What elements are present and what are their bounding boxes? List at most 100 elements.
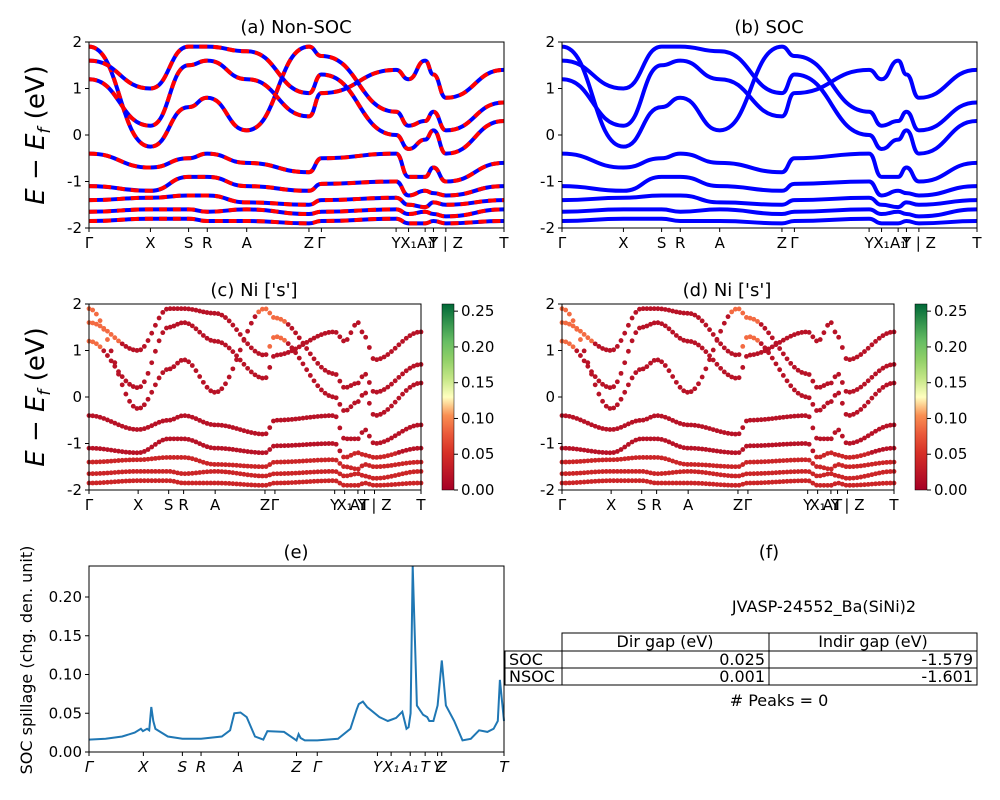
panel-c-dot [223,480,228,486]
panel-d-xtick-label-0: Γ [558,496,567,514]
panel-c-dot [226,446,232,452]
panel-d-dot [758,480,764,486]
panel-d-dot [600,469,605,474]
panel-d-dot [600,457,605,463]
panel-d-dot [589,479,594,484]
panel-d-dot [581,419,587,424]
panel-d-dot [828,436,834,442]
panel-c-dot [175,306,180,312]
panel-d-ytick-label-2: 0 [545,388,555,406]
panel-c-dot [226,318,232,324]
panel-c-dot [134,427,140,432]
panel-c-dot [116,369,121,375]
row-nsoc-label: NSOC [509,667,555,686]
panel-d-dot [688,389,694,395]
panel-c-dot [263,375,269,381]
panel-d-dot [747,459,753,465]
panel-d-dot [662,323,668,329]
panel-d-dot [566,480,572,486]
panel-c-dot [241,428,247,434]
panel-d-dot [633,469,639,474]
panel-c-dot [296,416,302,421]
panel-c-dot [282,351,287,357]
panel-d-xtick-label-8: X₁ [809,496,825,514]
panel-c-dot [167,478,173,484]
panel-d-dot [692,422,698,428]
panel-c-dot [363,371,369,377]
panel-d-dot [677,480,683,486]
panel-d-dot [732,352,738,358]
panel-d-dot [806,469,812,475]
panel-d-dot [592,457,598,463]
panel-c-dot [304,458,310,464]
panel-c-dot [337,425,343,431]
panel-c-dot [153,322,158,328]
panel-d-dot [762,325,768,331]
panel-c-dot [263,306,269,312]
panel-d-cb-label-0: 0.25 [934,302,967,320]
panel-d-dot [618,478,624,484]
panel-c-dot [289,470,295,476]
panel-c-dot [326,393,332,398]
panel-d-dot [614,449,620,454]
panel-c-dot [112,448,118,454]
panel-d-dot [755,337,760,343]
panel-c-dot [116,338,121,344]
panel-d-dot [884,363,890,369]
panel-e-xtick-label-7: Y [373,758,384,776]
panel-d-dot [817,482,823,488]
panel-c-dot [193,439,199,445]
panel-d-dot [563,413,569,419]
panel-c-dot [285,322,291,327]
panel-d-dot [692,386,698,392]
panel-c-dot [296,442,302,448]
panel-d-dot [736,352,742,357]
panel-d-dot [662,363,668,368]
panel-c-dot [105,447,110,452]
panel-c-dot [141,426,147,432]
panel-a-band-1-spin-1 [89,58,504,128]
panel-c-dot [348,472,354,478]
panel-c-dot [167,455,173,460]
panel-a-xtick-label-7: Y [391,234,402,252]
panel-c-ytick-label-2: 0 [72,388,82,406]
panel-d-dot [836,462,842,467]
panel-c-dot [271,459,276,465]
panel-c-dot [119,423,125,429]
panel-c-dot [385,463,391,469]
panel-d-dot [843,475,849,481]
panel-c-dot [116,422,121,428]
panel-c-dot [178,306,184,312]
panel-d-dot [884,382,890,388]
panel-d-dot [714,471,720,477]
panel-d-dot [755,480,760,486]
panel-c-dot [263,352,269,357]
panel-c-dot [344,407,350,413]
panel-d-dot [648,479,653,485]
panel-c-dot [370,475,376,481]
panel-c-dot [175,436,180,442]
panel-c-dot [344,454,350,460]
panel-d-dot [788,478,794,484]
panel-d-dot [773,361,779,367]
panel-c-dot [274,315,280,321]
panel-c-cb-label-4: 0.05 [461,445,494,463]
panel-d-dot [651,455,657,460]
panel-c-dot [414,381,420,386]
panel-c-dot [156,338,162,344]
panel-d-dot [585,458,591,464]
panel-c-dot [326,441,332,446]
panel-d-dot [828,471,834,477]
panel-c-dot [267,310,273,316]
panel-d-dot [651,480,657,486]
panel-d-dot [777,339,783,345]
panel-e-ytick-label-3: 0.15 [49,627,82,645]
panel-c-dot [403,460,409,466]
panel-d-dot [570,318,576,324]
panel-d-dot [836,334,842,340]
panel-d-dot [574,470,580,476]
panel-d-dot [803,441,808,446]
panel-c-dot [366,453,372,459]
panel-b-band-3 [562,174,977,198]
panel-c-dot [252,314,258,320]
